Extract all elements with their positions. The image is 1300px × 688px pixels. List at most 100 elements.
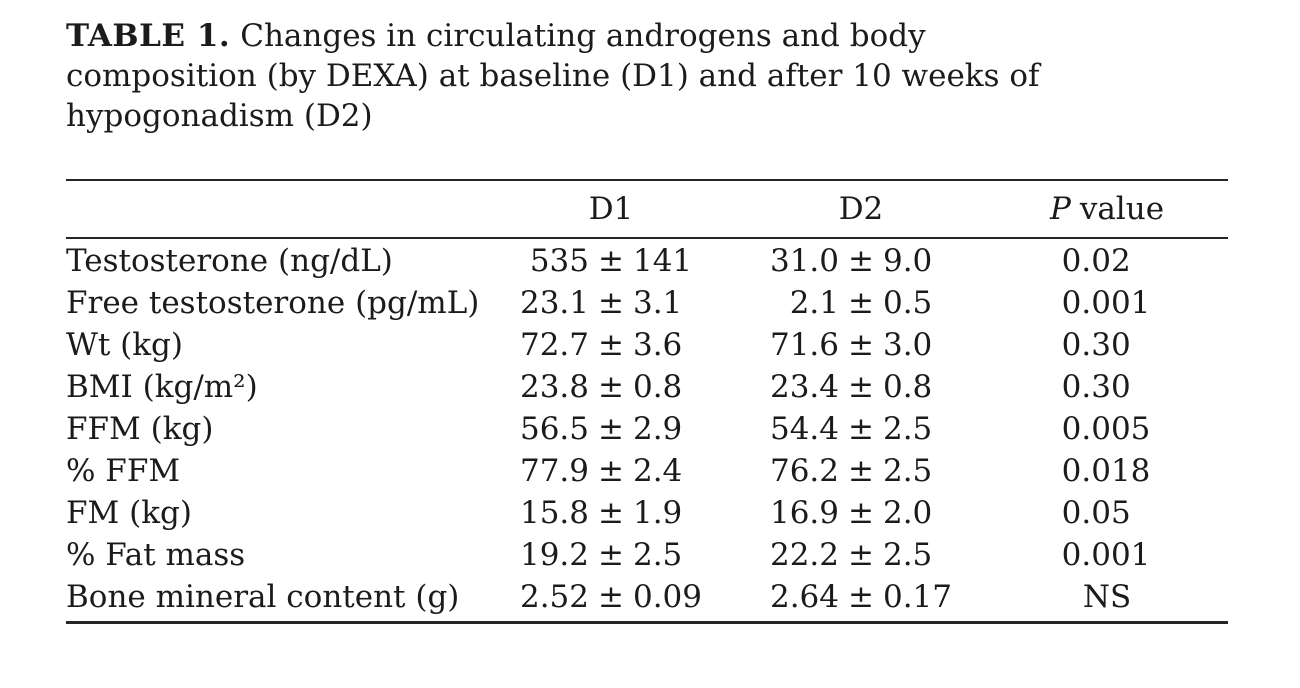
plus-minus-sign: ± bbox=[848, 411, 874, 447]
d2-sd: 0.8 bbox=[882, 369, 933, 405]
d1-mean: 77.9 bbox=[519, 453, 589, 489]
table-row-pct-fat-mass: % Fat mass 19.2 ±2.5 22.2 ±2.5 0.001 bbox=[66, 534, 1228, 576]
table-row-ffm: FFM (kg) 56.5 ±2.9 54.4 ±2.5 0.005 bbox=[66, 408, 1228, 450]
table-figure: TABLE 1. Changes in circulating androgens… bbox=[66, 16, 1228, 624]
p-value: 0.001 bbox=[1061, 537, 1151, 573]
d2-value: 54.4 ±2.5 bbox=[736, 408, 986, 450]
row-label: FM (kg) bbox=[66, 495, 192, 531]
d1-sd: 3.1 bbox=[632, 285, 683, 321]
d2-value: 71.6 ±3.0 bbox=[736, 324, 986, 366]
plus-minus-sign: ± bbox=[598, 369, 624, 405]
d1-value: 19.2 ±2.5 bbox=[486, 534, 736, 576]
d1-sd: 2.4 bbox=[632, 453, 683, 489]
plus-minus-sign: ± bbox=[598, 537, 624, 573]
plus-minus-sign: ± bbox=[598, 453, 624, 489]
d1-mean: 56.5 bbox=[519, 411, 589, 447]
plus-minus-sign: ± bbox=[848, 243, 874, 279]
table-row-testosterone: Testosterone (ng/dL) 535 ±141 31.0 ±9.0 0.… bbox=[66, 240, 1228, 282]
d2-mean: 16.9 bbox=[769, 495, 839, 531]
d2-value: 23.4 ±0.8 bbox=[736, 366, 986, 408]
d2-sd: 3.0 bbox=[882, 327, 933, 363]
table-number-label: TABLE 1. bbox=[66, 18, 231, 54]
table-row-free-testosterone: Free testosterone (pg/mL) 23.1 ±3.1 2.1 ±0… bbox=[66, 282, 1228, 324]
plus-minus-sign: ± bbox=[598, 495, 624, 531]
p-value: 0.005 bbox=[1061, 411, 1151, 447]
d2-value: 16.9 ±2.0 bbox=[736, 492, 986, 534]
d1-mean: 23.8 bbox=[519, 369, 589, 405]
p-value: 0.001 bbox=[1061, 285, 1151, 321]
d1-value: 2.52 ±0.09 bbox=[486, 576, 736, 618]
d2-value: 31.0 ±9.0 bbox=[736, 240, 986, 282]
plus-minus-sign: ± bbox=[848, 453, 874, 489]
d1-value: 72.7 ±3.6 bbox=[486, 324, 736, 366]
d2-mean: 22.2 bbox=[769, 537, 839, 573]
d1-mean: 2.52 bbox=[519, 579, 589, 615]
d2-value: 76.2 ±2.5 bbox=[736, 450, 986, 492]
row-label: Testosterone (ng/dL) bbox=[66, 243, 393, 279]
header-d1: D1 bbox=[588, 191, 634, 227]
d2-mean: 71.6 bbox=[769, 327, 839, 363]
row-label: FFM (kg) bbox=[66, 411, 214, 447]
plus-minus-sign: ± bbox=[848, 369, 874, 405]
plus-minus-sign: ± bbox=[848, 579, 874, 615]
d1-mean: 72.7 bbox=[519, 327, 589, 363]
d2-sd: 2.5 bbox=[882, 453, 933, 489]
p-symbol: P bbox=[1049, 191, 1071, 227]
d2-sd: 2.5 bbox=[882, 411, 933, 447]
table-row-fm: FM (kg) 15.8 ±1.9 16.9 ±2.0 0.05 bbox=[66, 492, 1228, 534]
caption-line-2: composition (by DEXA) at baseline (D1) a… bbox=[66, 58, 1040, 94]
p-value: 0.05 bbox=[1061, 495, 1131, 531]
d1-mean: 19.2 bbox=[519, 537, 589, 573]
caption-line-1: TABLE 1. Changes in circulating androgens… bbox=[66, 16, 1228, 56]
d2-sd: 2.5 bbox=[882, 537, 933, 573]
d1-value: 77.9 ±2.4 bbox=[486, 450, 736, 492]
row-label: % Fat mass bbox=[66, 537, 246, 573]
plus-minus-sign: ± bbox=[848, 327, 874, 363]
p-value-word: value bbox=[1079, 191, 1165, 227]
plus-minus-sign: ± bbox=[848, 537, 874, 573]
p-value: 0.30 bbox=[1061, 369, 1131, 405]
d1-value: 56.5 ±2.9 bbox=[486, 408, 736, 450]
d2-mean: 2.1 bbox=[789, 285, 839, 321]
d1-value: 23.8 ±0.8 bbox=[486, 366, 736, 408]
p-value: NS bbox=[1082, 579, 1132, 615]
d1-value: 535 ±141 bbox=[486, 240, 736, 282]
plus-minus-sign: ± bbox=[598, 285, 624, 321]
d1-value: 23.1 ±3.1 bbox=[486, 282, 736, 324]
d1-mean: 23.1 bbox=[519, 285, 589, 321]
plus-minus-sign: ± bbox=[598, 243, 624, 279]
table-row-bmi: BMI (kg/m²) 23.8 ±0.8 23.4 ±0.8 0.30 bbox=[66, 366, 1228, 408]
d1-sd: 0.8 bbox=[632, 369, 683, 405]
table-row-bone-mineral-content: Bone mineral content (g) 2.52 ±0.09 2.64 ±… bbox=[66, 576, 1228, 618]
row-label: % FFM bbox=[66, 453, 181, 489]
plus-minus-sign: ± bbox=[848, 495, 874, 531]
table-body: Testosterone (ng/dL) 535 ±141 31.0 ±9.0 0.… bbox=[66, 239, 1228, 621]
d2-mean: 2.64 bbox=[769, 579, 839, 615]
d1-sd: 3.6 bbox=[632, 327, 683, 363]
header-d2: D2 bbox=[838, 191, 884, 227]
d2-mean: 76.2 bbox=[769, 453, 839, 489]
d1-sd: 2.9 bbox=[632, 411, 683, 447]
plus-minus-sign: ± bbox=[598, 411, 624, 447]
d2-value: 2.64 ±0.17 bbox=[736, 576, 986, 618]
d2-sd: 9.0 bbox=[882, 243, 933, 279]
p-value: 0.30 bbox=[1061, 327, 1131, 363]
p-value: 0.02 bbox=[1061, 243, 1131, 279]
d1-sd: 141 bbox=[632, 243, 693, 279]
d2-value: 22.2 ±2.5 bbox=[736, 534, 986, 576]
d2-sd: 0.17 bbox=[882, 579, 953, 615]
row-label: BMI (kg/m²) bbox=[66, 369, 258, 405]
d1-mean: 535 bbox=[529, 243, 589, 279]
plus-minus-sign: ± bbox=[848, 285, 874, 321]
d2-value: 2.1 ±0.5 bbox=[736, 282, 986, 324]
d1-mean: 15.8 bbox=[519, 495, 589, 531]
caption-text-1: Changes in circulating androgens and bod… bbox=[240, 18, 926, 54]
table-caption: TABLE 1. Changes in circulating androgens… bbox=[66, 16, 1228, 136]
table-row-weight: Wt (kg) 72.7 ±3.6 71.6 ±3.0 0.30 bbox=[66, 324, 1228, 366]
d1-value: 15.8 ±1.9 bbox=[486, 492, 736, 534]
row-label: Bone mineral content (g) bbox=[66, 579, 460, 615]
